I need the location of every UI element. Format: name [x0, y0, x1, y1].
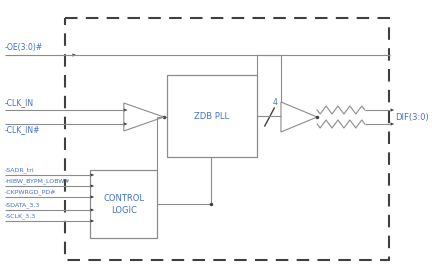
Text: 4: 4: [273, 98, 277, 107]
Text: -OE(3:0)#: -OE(3:0)#: [5, 43, 43, 52]
Text: -CKPWRGD_PD#: -CKPWRGD_PD#: [5, 189, 56, 195]
Text: CONTROL: CONTROL: [103, 193, 144, 202]
Bar: [167, 75, 257, 157]
Bar: [90, 170, 157, 238]
Polygon shape: [90, 219, 94, 223]
Text: -SCLK_3.3: -SCLK_3.3: [5, 213, 36, 219]
Text: -HIBW_BYPM_LOBW#: -HIBW_BYPM_LOBW#: [5, 178, 70, 184]
Text: LOGIC: LOGIC: [111, 205, 137, 215]
Polygon shape: [391, 122, 394, 126]
Polygon shape: [124, 108, 127, 111]
Polygon shape: [391, 108, 394, 111]
Text: -CLK_IN#: -CLK_IN#: [5, 125, 40, 134]
Text: DIF(3:0): DIF(3:0): [395, 113, 429, 121]
Polygon shape: [90, 173, 94, 177]
Polygon shape: [124, 122, 127, 126]
Text: -SDATA_3.3: -SDATA_3.3: [5, 202, 40, 208]
Polygon shape: [90, 208, 94, 212]
Polygon shape: [90, 195, 94, 198]
Polygon shape: [73, 53, 76, 57]
Text: ZDB PLL: ZDB PLL: [194, 111, 229, 120]
Bar: [65, 18, 388, 260]
Text: -SADR_tri: -SADR_tri: [5, 167, 35, 173]
Polygon shape: [90, 184, 94, 188]
Text: -CLK_IN: -CLK_IN: [5, 98, 34, 107]
